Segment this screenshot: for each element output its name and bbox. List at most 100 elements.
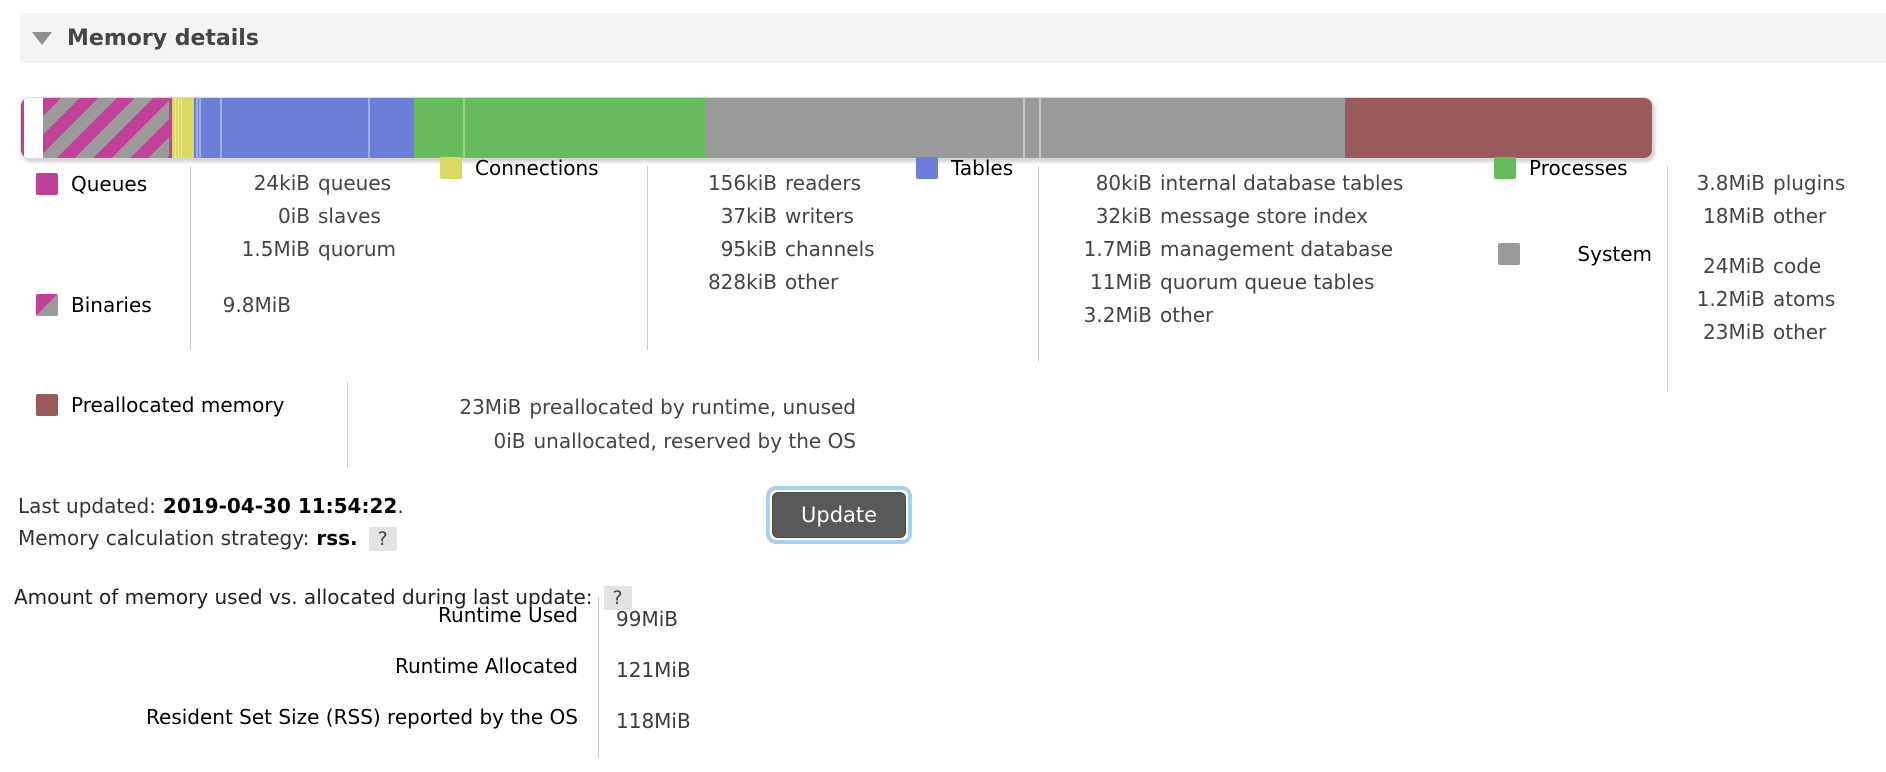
binaries-swatch-icon	[36, 294, 58, 316]
usage-heading: Amount of memory used vs. allocated duri…	[14, 585, 593, 609]
last-updated-suffix: .	[397, 494, 404, 518]
list-item: 1.7MiB management database	[1048, 236, 1403, 269]
bar-segment-system-atoms	[1025, 98, 1039, 158]
bar-segment-sep	[1023, 98, 1025, 158]
connections-swatch-icon	[440, 157, 462, 179]
queues-swatch-icon	[36, 173, 58, 195]
bar-segment-sep	[220, 98, 222, 158]
preallocated-values: 23MiB preallocated by runtime, unused 0iB…	[360, 390, 856, 458]
bar-segment-tables-internal-db	[194, 98, 196, 158]
code-value: 24MiB	[1703, 254, 1765, 278]
usage-row-label: Runtime Allocated	[394, 654, 578, 678]
usage-table-divider	[598, 597, 599, 758]
processes-swatch-icon	[1494, 157, 1516, 179]
legend-processes: Processes	[1494, 156, 1628, 180]
bar-segment-connections-channels	[179, 98, 181, 158]
bar-segment-queues	[21, 98, 24, 158]
help-icon[interactable]: ?	[603, 586, 632, 610]
last-updated-line: Last updated: 2019-04-30 11:54:22.	[18, 494, 404, 518]
bar-segment-binaries	[43, 98, 169, 158]
slaves-item-label: slaves	[318, 204, 381, 228]
bar-segment-connections-other	[182, 98, 194, 158]
unalloc-item-label: unallocated, reserved by the OS	[533, 429, 857, 453]
system-swatch-icon	[1498, 243, 1520, 265]
bar-segment-tables-msg-store	[198, 98, 199, 158]
spacer	[1678, 236, 1845, 253]
quorum-tables-value: 11MiB	[1090, 270, 1152, 294]
legend-queues: Queues	[36, 172, 147, 196]
last-updated-value: 2019-04-30 11:54:22	[162, 494, 398, 518]
readers-value: 156kiB	[707, 171, 777, 195]
msg-store-value: 32kiB	[1095, 204, 1152, 228]
mgmt-db-item-label: management database	[1160, 237, 1394, 261]
help-icon[interactable]: ?	[368, 527, 397, 551]
queues-values: 24kiB queues 0iB slaves 1.5MiB quorum	[160, 170, 396, 269]
legend-connections-label: Connections	[475, 156, 599, 180]
tables-other-item-label: other	[1160, 303, 1214, 327]
prealloc-item-label: preallocated by runtime, unused	[529, 395, 856, 419]
divider-system	[1667, 166, 1668, 392]
channels-item-label: channels	[785, 237, 875, 261]
list-item: 95kiB channels	[660, 236, 875, 269]
bar-segment-sep	[196, 98, 198, 158]
update-button-focus-ring: Update	[766, 486, 913, 544]
unalloc-value: 0iB	[493, 429, 526, 453]
list-item: 37kiB writers	[660, 203, 875, 236]
section-header-memory-details[interactable]: Memory details	[20, 13, 1886, 63]
bar-segment-sep	[1039, 98, 1041, 158]
conn-other-value: 828kiB	[707, 270, 777, 294]
legend-connections: Connections	[440, 156, 599, 180]
bar-segment-sep	[178, 98, 179, 158]
usage-row-value: 118MiB	[616, 709, 691, 733]
divider-preallocated	[347, 382, 348, 468]
bar-segment-connections-writers	[176, 98, 178, 158]
memory-bar	[20, 97, 1653, 159]
bar-segment-processes-plugins	[414, 98, 463, 158]
list-item: 23MiB preallocated by runtime, unused	[360, 390, 856, 424]
quorum-item-label: quorum	[318, 237, 396, 261]
list-item: 1.5MiB quorum	[160, 236, 396, 269]
conn-other-item-label: other	[785, 270, 839, 294]
legend-binaries: Binaries	[36, 293, 152, 317]
list-item: 24kiB queues	[160, 170, 396, 203]
list-item: 0iB slaves	[160, 203, 396, 236]
preallocated-swatch-icon	[36, 394, 58, 416]
bar-segment-tables-quorum	[222, 98, 368, 158]
proc-other-item-label: other	[1773, 204, 1827, 228]
usage-row-label: Resident Set Size (RSS) reported by the …	[146, 705, 578, 729]
bar-segment-tables-mgmt-db	[201, 98, 220, 158]
update-button[interactable]: Update	[772, 492, 907, 538]
atoms-value: 1.2MiB	[1696, 287, 1765, 311]
usage-row-label: Runtime Used	[438, 603, 578, 627]
bar-segment-sep	[175, 98, 176, 158]
bar-segment-sep	[181, 98, 182, 158]
prealloc-value: 23MiB	[459, 395, 522, 419]
divider-queues	[190, 166, 191, 350]
list-item: 23MiB other	[1678, 319, 1845, 352]
usage-heading-line: Amount of memory used vs. allocated duri…	[14, 585, 632, 610]
queues-item-label: queues	[318, 171, 392, 195]
sys-other-item-label: other	[1773, 320, 1827, 344]
binaries-value: 9.8MiB	[160, 293, 291, 317]
internal-db-value: 80kiB	[1095, 171, 1152, 195]
legend-processes-label: Processes	[1529, 156, 1628, 180]
legend-queues-label: Queues	[71, 172, 148, 196]
legend-preallocated-label: Preallocated memory	[71, 393, 285, 417]
bar-segment-system-other	[1041, 98, 1345, 158]
slaves-value: 0iB	[277, 204, 310, 228]
legend-tables-label: Tables	[951, 156, 1014, 180]
plugins-value: 3.8MiB	[1696, 171, 1765, 195]
bar-segment-binaries-edge	[169, 98, 172, 158]
legend-binaries-label: Binaries	[71, 293, 152, 317]
writers-item-label: writers	[785, 204, 854, 228]
list-item: 0iB unallocated, reserved by the OS	[360, 424, 856, 458]
binaries-size: 9.8MiB	[222, 293, 291, 317]
legend-system-label: System	[1577, 242, 1652, 266]
usage-row-value: 121MiB	[616, 658, 691, 682]
list-item: 80kiB internal database tables	[1048, 170, 1404, 203]
quorum-tables-item-label: quorum queue tables	[1160, 270, 1375, 294]
tables-values: 80kiB internal database tables 32kiB messa…	[1048, 170, 1404, 335]
tables-swatch-icon	[916, 157, 938, 179]
sys-other-value: 23MiB	[1703, 320, 1765, 344]
